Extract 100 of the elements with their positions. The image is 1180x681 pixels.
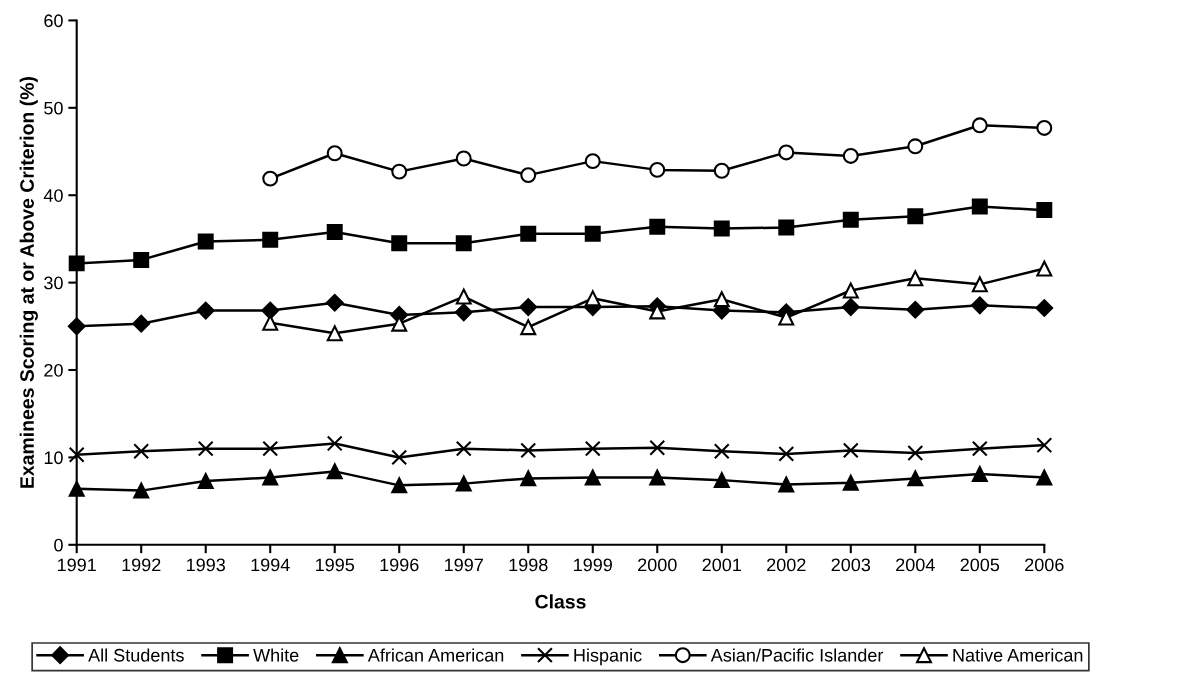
point [584, 440, 601, 457]
point [455, 440, 472, 457]
point [842, 474, 859, 491]
legend-label: Hispanic [574, 648, 642, 666]
point [584, 225, 601, 242]
point [649, 218, 666, 235]
point [842, 442, 859, 459]
y-tick-label: 0 [54, 538, 63, 552]
x-tick-label: 1994 [251, 558, 290, 572]
point [262, 440, 279, 457]
point [133, 251, 150, 268]
legend-label: White [253, 648, 299, 662]
x-tick-label: 1991 [58, 558, 96, 572]
x-tick-label: 1997 [445, 558, 483, 572]
legend-label: Native American [953, 648, 1083, 662]
y-tick-label: 30 [44, 276, 63, 290]
point [1036, 260, 1053, 277]
point [970, 296, 989, 315]
x-tick-label: 2001 [702, 558, 741, 572]
point [841, 298, 860, 316]
point [519, 298, 538, 316]
point [261, 301, 280, 320]
point [971, 198, 988, 215]
point [454, 303, 473, 322]
point [391, 449, 408, 466]
x-tick-label: 1992 [122, 558, 161, 572]
point [520, 442, 537, 459]
x-tick-label: 2004 [896, 558, 935, 572]
legend-label: All Students [88, 648, 184, 662]
point [778, 144, 795, 161]
point [67, 317, 86, 336]
point [584, 290, 601, 307]
point [455, 235, 472, 252]
point [1035, 299, 1054, 317]
point [971, 276, 988, 293]
point [197, 440, 214, 457]
point [1036, 202, 1053, 219]
y-tick-label: 10 [44, 451, 63, 465]
point [455, 475, 472, 492]
y-axis-title: Examinees Scoring at or Above Criterion (%) [19, 77, 38, 488]
point [778, 476, 795, 493]
point [907, 270, 924, 287]
point [132, 314, 151, 333]
point [455, 150, 472, 167]
y-tick-label: 40 [43, 189, 63, 202]
point [649, 161, 666, 178]
legend-label: Asian/Pacific Islander [710, 648, 884, 662]
point [907, 208, 924, 225]
point [971, 117, 988, 134]
y-tick-label: 50 [44, 101, 63, 115]
point [907, 138, 924, 155]
point [520, 319, 537, 336]
point [455, 288, 472, 305]
x-tick-label: 1995 [316, 558, 355, 572]
point [778, 219, 795, 236]
point [906, 300, 925, 319]
y-tick-label: 60 [44, 14, 63, 28]
point [326, 223, 343, 240]
point [325, 293, 344, 312]
point [907, 445, 924, 462]
point [713, 220, 730, 237]
x-tick-label: 2006 [1025, 558, 1064, 572]
point [391, 235, 408, 252]
x-tick-label: 2002 [767, 558, 806, 572]
point [133, 482, 150, 499]
point [133, 443, 150, 460]
point [68, 255, 85, 272]
x-tick-label: 1998 [509, 558, 548, 572]
x-tick-label: 1993 [187, 558, 225, 572]
point [68, 480, 85, 497]
point [391, 163, 408, 180]
point [971, 440, 988, 457]
legend-label: African American [367, 648, 504, 662]
point [713, 472, 730, 489]
y-tick-label: 20 [44, 363, 63, 377]
point [842, 147, 859, 164]
point [68, 446, 85, 463]
x-tick-label: 2005 [960, 558, 1000, 572]
point [197, 233, 214, 250]
point [520, 470, 537, 487]
point [1036, 437, 1053, 454]
x-tick-label: 2003 [831, 558, 871, 572]
point [262, 469, 279, 486]
point [584, 469, 601, 486]
point [262, 231, 279, 248]
point [520, 167, 537, 184]
point [584, 153, 601, 170]
point [907, 470, 924, 487]
point [713, 291, 730, 308]
point [326, 463, 343, 480]
point [326, 435, 343, 452]
x-tick-label: 1999 [574, 558, 612, 572]
point [649, 439, 666, 456]
point [1036, 469, 1053, 486]
point [971, 466, 988, 482]
point [391, 477, 408, 494]
point [262, 170, 279, 187]
point [197, 473, 214, 489]
point [196, 301, 215, 320]
x-tick-label: 1996 [380, 558, 419, 572]
